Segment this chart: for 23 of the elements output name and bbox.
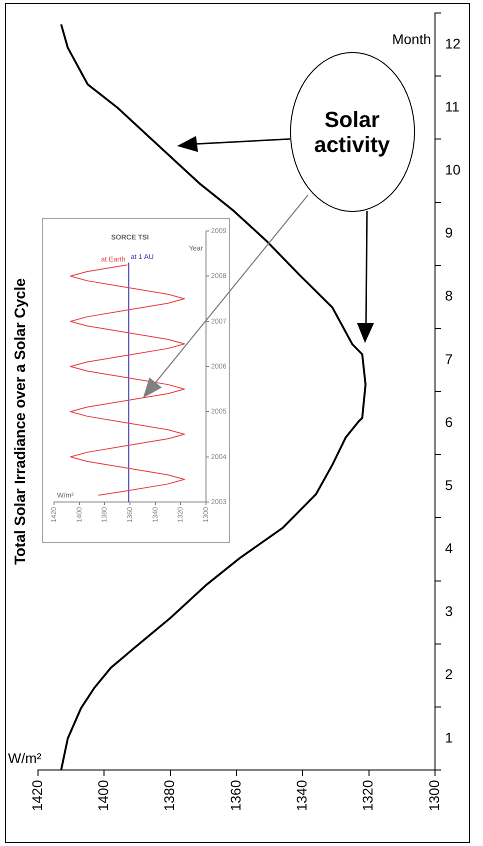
y-tick-label: 6 (445, 414, 453, 430)
y-tick-label: 11 (445, 98, 460, 114)
y-tick-label: 1 (445, 729, 453, 746)
x-tick-label: 1400 (95, 780, 112, 812)
x-tick-label: 1320 (360, 780, 376, 812)
y-tick-label: 8 (445, 288, 453, 304)
y-tick-label: 3 (445, 603, 453, 620)
y-tick-label: 4 (445, 540, 453, 556)
y-tick-label: 9 (445, 224, 453, 241)
y-tick-label: 5 (445, 476, 453, 493)
x-tick-label: 1300 (426, 780, 442, 812)
x-tick-label: 1380 (161, 780, 178, 812)
y-axis-title: Month (392, 30, 431, 47)
x-tick-label: 1420 (28, 780, 45, 812)
y-tick-label: 2 (445, 666, 453, 682)
y-tick-label: 7 (445, 350, 453, 367)
y-tick-label: 12 (445, 35, 461, 52)
x-axis-title: W/m² (8, 750, 42, 766)
x-tick-label: 1340 (294, 780, 310, 812)
y-tick-label: 10 (445, 162, 461, 178)
text: Total Solar Irradiance over a Solar Cycle (12, 278, 30, 565)
x-tick-label: 1360 (227, 780, 244, 812)
annotation: Solar activity (313, 107, 391, 157)
